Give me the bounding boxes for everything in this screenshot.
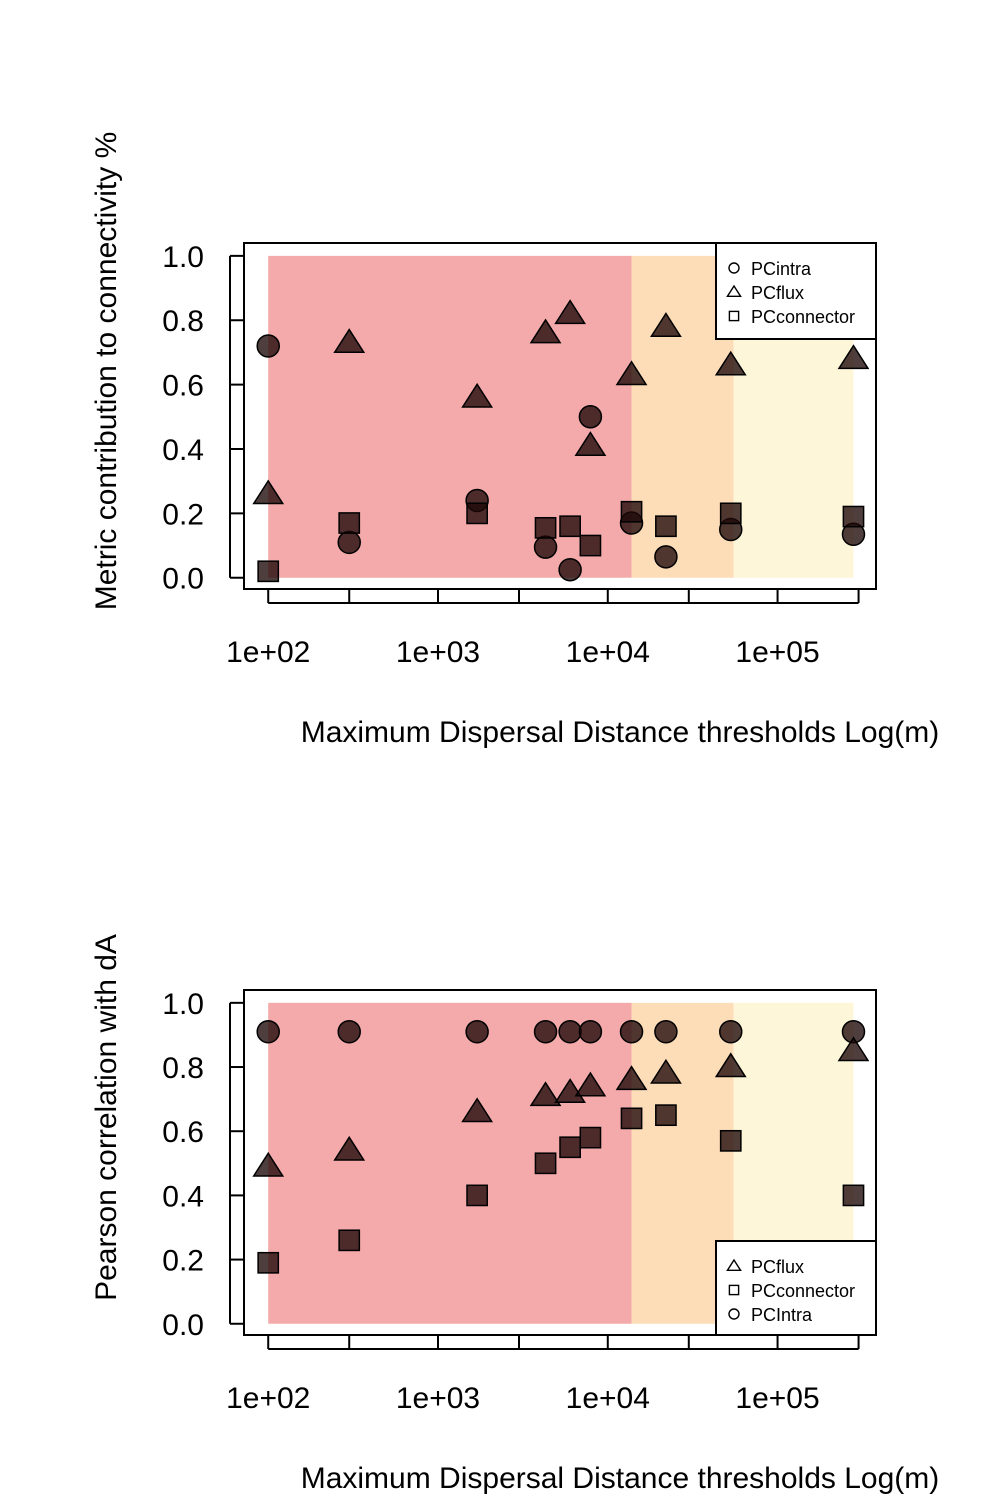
y-tick-label: 0.6 [162,370,204,403]
data-point-pcconnector [559,1136,581,1159]
data-point-pcconnector [579,1126,602,1149]
data-point-pcintra [337,1019,361,1044]
y-tick-label: 0.4 [162,1180,204,1213]
data-point-pcintra [533,535,558,559]
data-point-pcflux [333,1135,366,1161]
legend-label: PCflux [751,1257,804,1277]
data-point-pcintra [578,405,603,429]
legend-label: PCIntra [751,1305,813,1325]
data-point-pcintra [619,1019,644,1044]
y-axis-label: Metric contribution to connectivity % [90,132,123,611]
x-tick-label: 1e+05 [735,636,819,669]
data-point-pcflux [615,1065,648,1091]
data-point-pcconnector [534,1152,557,1175]
data-point-pcconnector [842,505,865,528]
data-point-pcintra [654,545,678,569]
y-tick-label: 0.4 [162,434,204,467]
data-point-pcflux [837,1036,870,1062]
y-tick-label: 0.0 [162,563,204,596]
data-point-pcconnector [466,502,488,525]
data-point-pcconnector [559,515,581,538]
data-point-pcflux [714,1052,747,1078]
x-axis-label: Maximum Dispersal Distance thresholds Lo… [301,716,940,749]
y-tick-label: 0.8 [162,305,204,338]
x-tick-label: 1e+02 [226,636,310,669]
data-point-pcintra [654,1019,678,1044]
y-tick-label: 1.0 [162,988,204,1021]
y-axis-label: Pearson correlation with dA [90,934,123,1301]
data-point-pcconnector [579,534,602,557]
legend-label: PCintra [751,259,812,279]
y-tick-label: 0.0 [162,1309,204,1342]
plot-frame [243,989,877,1336]
data-point-pcconnector [466,1184,488,1207]
data-point-pcconnector [620,500,643,523]
legend-box [715,1240,877,1336]
data-point-pcflux [461,382,494,408]
band-1 [268,1002,632,1324]
legend-label: PCflux [751,283,804,303]
data-point-pcconnector [719,1129,742,1152]
data-point-pcflux [837,344,870,370]
panel-1: 0.0 0.2 0.4 0.6 0.8 1.0 1e+02 1e+03 1e+04 1e+05 Ma… [90,132,939,749]
data-point-pcflux [529,318,562,344]
y-tick-label: 1.0 [162,241,204,274]
data-point-pcconnector [655,1104,677,1127]
x-axis-label: Maximum Dispersal Distance thresholds Lo… [301,1462,940,1495]
data-point-pcintra [558,1019,582,1044]
x-tick-label: 1e+03 [396,1382,480,1415]
x-tick-label: 1e+05 [735,1382,819,1415]
data-point-pcconnector [719,502,742,525]
y-tick-label: 0.6 [162,1116,204,1149]
data-point-pcconnector [842,1184,865,1207]
x-tick-label: 1e+04 [566,1382,650,1415]
data-point-pcflux [615,360,648,386]
legend-marker-pcconnector [728,1284,740,1296]
data-point-pcintra [256,1019,280,1044]
data-point-pcintra [465,1019,489,1044]
y-tick-label: 0.8 [162,1052,204,1085]
data-point-pcintra [719,1019,743,1044]
data-point-pcintra [558,557,582,582]
data-point-pcflux [252,479,285,505]
x-tick-label: 1e+04 [566,636,650,669]
data-point-pcflux [529,1081,562,1107]
data-point-pcflux [574,1071,607,1097]
legend-marker-pcconnector [728,310,740,322]
legend-marker-pcflux [726,1258,742,1272]
legend-box [715,242,877,340]
y-tick-label: 0.2 [162,1245,204,1278]
data-point-pcflux [461,1097,494,1123]
legend-marker-pcintra [728,1308,740,1320]
data-point-pcflux [554,299,587,325]
data-point-pcintra [256,334,280,358]
data-point-pcflux [333,328,366,354]
x-tick-label: 1e+02 [226,1382,310,1415]
data-point-pcflux [650,1058,682,1084]
data-point-pcintra [578,1019,603,1044]
data-point-pcflux [574,431,607,457]
legend-marker-pcintra [728,262,740,274]
data-point-pcconnector [620,1107,643,1130]
data-point-pcconnector [257,1251,280,1274]
data-point-pcflux [252,1151,285,1177]
data-point-pcflux [650,312,682,337]
data-point-pcconnector [257,560,280,583]
legend-label: PCconnector [751,1281,855,1301]
data-point-pcflux [714,350,747,376]
plot-frame [243,242,877,590]
x-tick-label: 1e+03 [396,636,480,669]
data-point-pcintra [533,1019,558,1044]
data-point-pcconnector [338,1229,361,1252]
data-point-pcconnector [534,516,557,539]
legend-label: PCconnector [751,307,855,327]
data-point-pcintra [337,530,361,555]
data-point-pcconnector [338,512,361,534]
legend-marker-pcflux [726,284,742,298]
panel-2: 0.0 0.2 0.4 0.6 0.8 1.0 1e+02 1e+03 1e+04 1e+05 Ma… [90,934,939,1495]
data-point-pcconnector [655,515,677,538]
y-tick-label: 0.2 [162,498,204,531]
